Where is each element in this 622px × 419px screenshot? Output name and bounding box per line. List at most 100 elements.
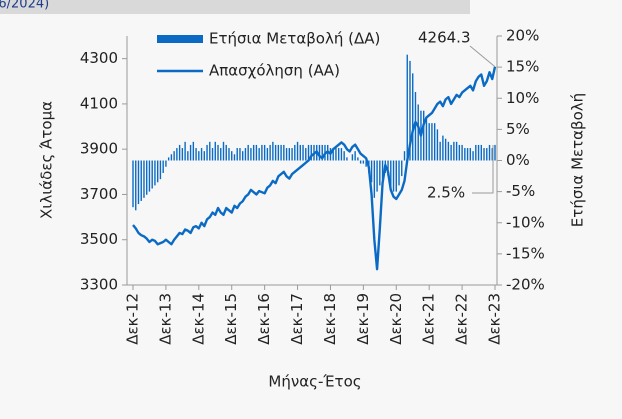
bar bbox=[307, 144, 310, 161]
bar bbox=[469, 148, 472, 161]
bar bbox=[156, 160, 159, 183]
bar bbox=[200, 148, 203, 161]
bar bbox=[143, 160, 145, 198]
bar bbox=[354, 151, 356, 161]
bar bbox=[450, 144, 452, 161]
bar bbox=[431, 123, 433, 161]
bar bbox=[277, 144, 280, 161]
bar bbox=[343, 151, 345, 161]
bar bbox=[222, 141, 225, 161]
annotation: 2.5% bbox=[427, 184, 465, 202]
bar bbox=[390, 160, 392, 189]
bar bbox=[381, 160, 384, 180]
bar bbox=[195, 148, 197, 161]
bar bbox=[494, 144, 496, 161]
bar bbox=[321, 144, 323, 161]
x-tick-label: Δεκ-23 bbox=[486, 293, 504, 345]
bar bbox=[403, 151, 406, 161]
bar bbox=[252, 144, 255, 161]
x-tick-label: Δεκ-22 bbox=[453, 293, 471, 345]
x-tick-label: Δεκ-15 bbox=[222, 293, 240, 345]
bar bbox=[176, 148, 178, 161]
bar bbox=[425, 116, 428, 161]
bar bbox=[146, 160, 148, 195]
bar bbox=[387, 160, 389, 177]
bar bbox=[310, 144, 312, 161]
bar bbox=[192, 141, 195, 161]
bar bbox=[458, 144, 461, 161]
bar bbox=[436, 129, 439, 161]
bar bbox=[291, 148, 293, 161]
bar bbox=[392, 160, 395, 192]
bar bbox=[302, 144, 304, 161]
annotation: 4264.3 bbox=[418, 29, 471, 47]
bar bbox=[165, 160, 167, 167]
bar bbox=[335, 148, 337, 161]
bar bbox=[181, 148, 184, 161]
bar bbox=[272, 141, 274, 161]
bar bbox=[346, 157, 348, 161]
bar bbox=[373, 160, 376, 198]
legend-label: Ετήσια Μεταβολή (ΔΑ) bbox=[209, 30, 380, 48]
bar bbox=[269, 144, 271, 161]
bar bbox=[137, 160, 140, 205]
bar bbox=[261, 144, 263, 161]
bar bbox=[132, 160, 134, 208]
bar bbox=[167, 157, 170, 161]
bar bbox=[283, 144, 285, 161]
bar bbox=[483, 148, 485, 161]
bar bbox=[318, 144, 321, 161]
y2-tick-label: -20% bbox=[506, 276, 545, 294]
x-tick-label: Δεκ-21 bbox=[420, 293, 438, 345]
bar bbox=[337, 148, 340, 161]
y-tick-label: 4100 bbox=[80, 94, 118, 112]
x-tick-label: Δεκ-19 bbox=[354, 293, 372, 345]
legend-label: Απασχόληση (ΑΑ) bbox=[209, 62, 340, 80]
bar bbox=[417, 104, 419, 161]
bar bbox=[486, 148, 488, 161]
y2-tick-label: -15% bbox=[506, 244, 545, 262]
bar bbox=[203, 151, 206, 161]
bar bbox=[464, 148, 466, 161]
bar bbox=[455, 141, 458, 161]
bar bbox=[475, 144, 477, 161]
bar bbox=[288, 148, 291, 161]
bar bbox=[447, 141, 450, 161]
bar bbox=[263, 144, 266, 161]
y-tick-label: 3900 bbox=[80, 140, 118, 158]
bar bbox=[340, 148, 343, 161]
bar bbox=[422, 110, 425, 161]
x-tick-label: Δεκ-20 bbox=[387, 293, 405, 345]
legend-swatch bbox=[157, 35, 203, 43]
bar bbox=[472, 151, 474, 161]
y2-tick-label: 0% bbox=[506, 151, 530, 169]
bar bbox=[285, 148, 288, 161]
y2-axis-title: Ετήσια Μεταβολή bbox=[569, 93, 587, 227]
bar bbox=[480, 144, 482, 161]
bar bbox=[401, 160, 403, 177]
bar bbox=[173, 151, 175, 161]
x-tick-label: Δεκ-18 bbox=[321, 293, 339, 345]
header-note: /6/2024) bbox=[0, 0, 49, 12]
bar bbox=[299, 144, 301, 161]
bar bbox=[236, 148, 238, 161]
x-tick-label: Δεκ-17 bbox=[288, 293, 306, 345]
bar bbox=[220, 148, 222, 161]
bar bbox=[217, 144, 219, 161]
bar bbox=[206, 144, 208, 161]
x-axis-title: Μήνας-Έτος bbox=[268, 373, 361, 391]
bar bbox=[395, 160, 397, 192]
header-band bbox=[0, 0, 470, 14]
bar bbox=[428, 123, 430, 161]
bar bbox=[398, 160, 400, 186]
bar bbox=[233, 154, 236, 161]
bar bbox=[255, 144, 258, 161]
bar bbox=[453, 141, 455, 161]
bar bbox=[214, 141, 216, 161]
y-tick-label: 3300 bbox=[80, 276, 118, 294]
bar bbox=[370, 160, 373, 183]
bar bbox=[140, 160, 142, 201]
bar bbox=[241, 151, 244, 161]
y2-tick-label: 10% bbox=[506, 89, 539, 107]
bar bbox=[477, 144, 480, 161]
